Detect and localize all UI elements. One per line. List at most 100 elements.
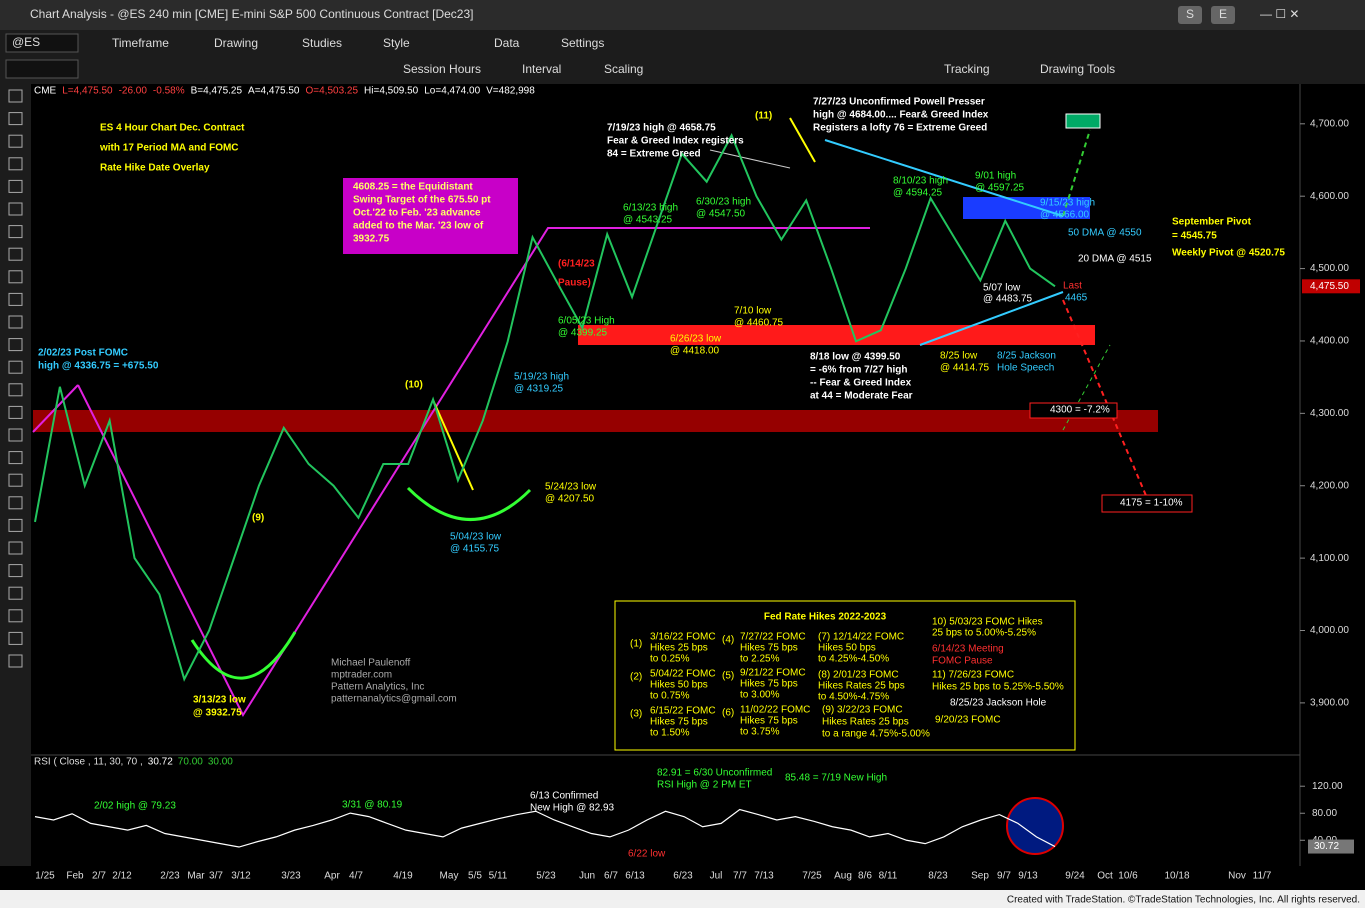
window-controls[interactable]: — ☐ ✕	[1260, 7, 1299, 21]
annotation: 20 DMA @ 4515	[1078, 254, 1152, 265]
tool-icon[interactable]	[8, 541, 23, 555]
annotation: (5)	[722, 671, 734, 682]
annotation: 9/20/23 FOMC	[935, 715, 1001, 726]
tool-icon[interactable]	[8, 292, 23, 306]
toolbar-item[interactable]: Drawing	[214, 36, 258, 50]
annotation: Fear & Greed Index registers	[607, 136, 744, 147]
annotation: high @ 4336.75 = +675.50	[38, 361, 159, 372]
annotation: 8/10/23 high	[893, 176, 948, 187]
annotation: Weekly Pivot @ 4520.75	[1172, 248, 1285, 259]
quote-field: V=482,998	[486, 86, 535, 97]
toolbar-item[interactable]: Timeframe	[112, 36, 169, 50]
tool-icon[interactable]	[8, 112, 23, 126]
support-band	[578, 325, 1095, 345]
annotation: with 17 Period MA and FOMC	[99, 143, 239, 154]
annotation: to 3.75%	[740, 727, 780, 738]
tool-icon[interactable]	[8, 202, 23, 216]
toolbar-item[interactable]: Data	[494, 36, 520, 50]
annotation: 8/18 low @ 4399.50	[810, 352, 901, 363]
annotation: 7/27/22 FOMC	[740, 632, 806, 643]
x-tick-label: 5/5	[468, 871, 482, 882]
tool-icon[interactable]	[8, 315, 23, 329]
tool-icon[interactable]	[8, 654, 23, 668]
annotation: @ 4543.25	[623, 215, 673, 226]
annotation: (9)	[252, 513, 264, 524]
x-tick-label: 3/23	[281, 871, 301, 882]
rsi-last-tag	[1308, 839, 1354, 854]
annotation: 6/30/23 high	[696, 197, 751, 208]
toolbar-item[interactable]: Session Hours	[403, 62, 481, 76]
annotation: New High @ 82.93	[530, 803, 615, 814]
tool-icon[interactable]	[8, 157, 23, 171]
annotation: -- Fear & Greed Index	[810, 378, 912, 389]
quote-field: B=4,475.25	[191, 86, 243, 97]
annotation: (9) 3/22/23 FOMC	[822, 705, 903, 716]
toolbar-item[interactable]: Style	[383, 36, 410, 50]
tool-icon[interactable]	[8, 451, 23, 465]
toolbar-item[interactable]: Drawing Tools	[1040, 62, 1115, 76]
tool-icon[interactable]	[8, 89, 23, 103]
button[interactable]	[1211, 6, 1235, 24]
x-tick-label: 1/25	[35, 871, 55, 882]
symbol-box[interactable]	[5, 33, 79, 53]
tool-icon[interactable]	[8, 247, 23, 261]
pointer	[789, 117, 816, 163]
toolbar-item[interactable]: Scaling	[604, 62, 643, 76]
x-tick-label: 6/23	[673, 871, 693, 882]
annotation: (1)	[630, 639, 642, 650]
x-tick-label: 4/19	[393, 871, 413, 882]
tool-icon[interactable]	[8, 518, 23, 532]
toolbar-item[interactable]: Studies	[302, 36, 342, 50]
annotation: Last	[1063, 281, 1082, 292]
tool-icon[interactable]	[8, 496, 23, 510]
tool-icon[interactable]	[8, 428, 23, 442]
annotation: to 4.25%-4.50%	[818, 654, 889, 665]
annotation: Hikes 25 bps	[650, 643, 708, 654]
annotation: 9/21/22 FOMC	[740, 668, 806, 679]
interval-box[interactable]	[5, 59, 79, 79]
tool-icon[interactable]	[8, 586, 23, 600]
annotation: (6/14/23	[558, 259, 595, 270]
annotation: 3/13/23 low	[193, 695, 246, 706]
annotation: 6/14/23 Meeting	[932, 644, 1004, 655]
annotation: Oct.'22 to Feb. '23 advance	[353, 208, 481, 219]
tool-icon[interactable]	[8, 631, 23, 645]
tool-icon[interactable]	[8, 564, 23, 578]
annotation: (11)	[755, 111, 772, 122]
fed-table-title: Fed Rate Hikes 2022-2023	[764, 612, 887, 623]
x-tick-label: 8/23	[928, 871, 948, 882]
annotation: Hikes 50 bps	[650, 680, 708, 691]
annotation: 8/25/23 Jackson Hole	[950, 698, 1047, 709]
annotation: 7/10 low	[734, 306, 772, 317]
tool-icon[interactable]	[8, 134, 23, 148]
annotation: 2/02 high @ 79.23	[94, 801, 176, 812]
annotation: @ 4155.75	[450, 544, 500, 555]
tool-icon[interactable]	[8, 405, 23, 419]
annotation: 11) 7/26/23 FOMC	[932, 670, 1014, 681]
x-tick-label: 4/7	[349, 871, 363, 882]
tool-icon[interactable]	[8, 383, 23, 397]
x-tick-label: 7/13	[754, 871, 774, 882]
toolbar-item[interactable]: Interval	[522, 62, 561, 76]
button[interactable]	[1178, 6, 1202, 24]
tool-icon[interactable]	[8, 609, 23, 623]
x-tick-label: Sep	[971, 871, 989, 882]
y-tick-label: 3,900.00	[1310, 698, 1349, 709]
annotation: 84 = Extreme Greed	[607, 149, 701, 160]
tool-icon[interactable]	[8, 225, 23, 239]
toolbar-item[interactable]: Settings	[561, 36, 604, 50]
tool-icon[interactable]	[8, 270, 23, 284]
x-tick-label: Feb	[66, 871, 84, 882]
tool-icon[interactable]	[8, 360, 23, 374]
tool-icon[interactable]	[8, 338, 23, 352]
x-tick-label: 8/11	[879, 871, 898, 882]
annotation: 4175 = 1-10%	[1120, 498, 1183, 509]
toolbar-item[interactable]: Tracking	[944, 62, 990, 76]
x-tick-label: 7/7	[733, 871, 747, 882]
annotation: (10)	[405, 380, 423, 391]
tool-icon[interactable]	[8, 179, 23, 193]
price-line	[34, 133, 1056, 682]
quote-field: O=4,503.25	[305, 86, 358, 97]
tool-icon[interactable]	[8, 473, 23, 487]
